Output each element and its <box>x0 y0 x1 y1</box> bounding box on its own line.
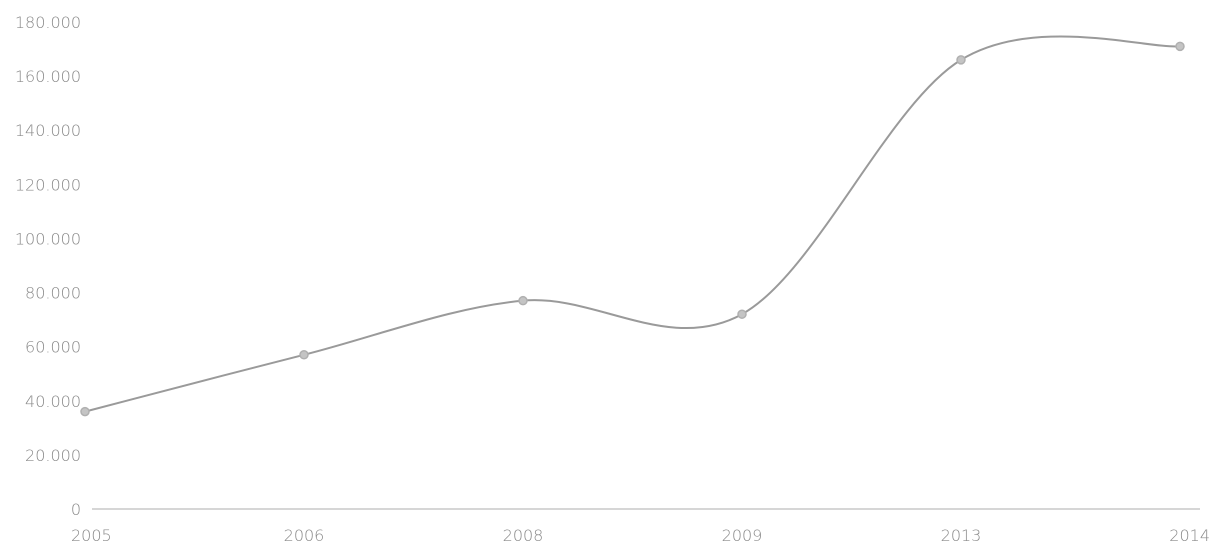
y-tick-label: 140.000 <box>15 121 81 140</box>
data-point[interactable] <box>299 350 309 360</box>
data-point[interactable] <box>518 295 528 306</box>
x-tick-label: 2006 <box>284 526 325 545</box>
series-line <box>84 35 1181 413</box>
y-tick-label: 60.000 <box>25 338 81 357</box>
data-point[interactable] <box>737 309 747 319</box>
x-tick-label: 2013 <box>941 526 982 545</box>
y-tick-label: 120.000 <box>15 175 81 194</box>
data-point[interactable] <box>80 406 90 417</box>
y-tick-label: 80.000 <box>25 284 81 303</box>
y-tick-label: 20.000 <box>25 446 81 465</box>
x-tick-label: 2008 <box>503 526 544 545</box>
y-tick-label: 180.000 <box>15 13 81 32</box>
y-axis: 0 20.000 40.000 60.000 80.000 100.000 120.000 1… <box>15 13 81 519</box>
data-point[interactable] <box>1175 41 1185 52</box>
x-axis: 2005 2006 2008 2009 2013 2014 <box>71 508 1210 545</box>
data-point[interactable] <box>956 55 966 65</box>
x-tick-label: 2014 <box>1169 526 1210 545</box>
y-tick-label: 0 <box>71 500 81 519</box>
y-tick-label: 160.000 <box>15 67 81 86</box>
series-group <box>80 35 1185 417</box>
y-tick-label: 40.000 <box>25 392 81 411</box>
x-tick-label: 2009 <box>722 526 763 545</box>
x-tick-label: 2005 <box>71 526 112 545</box>
y-tick-label: 100.000 <box>15 229 81 248</box>
